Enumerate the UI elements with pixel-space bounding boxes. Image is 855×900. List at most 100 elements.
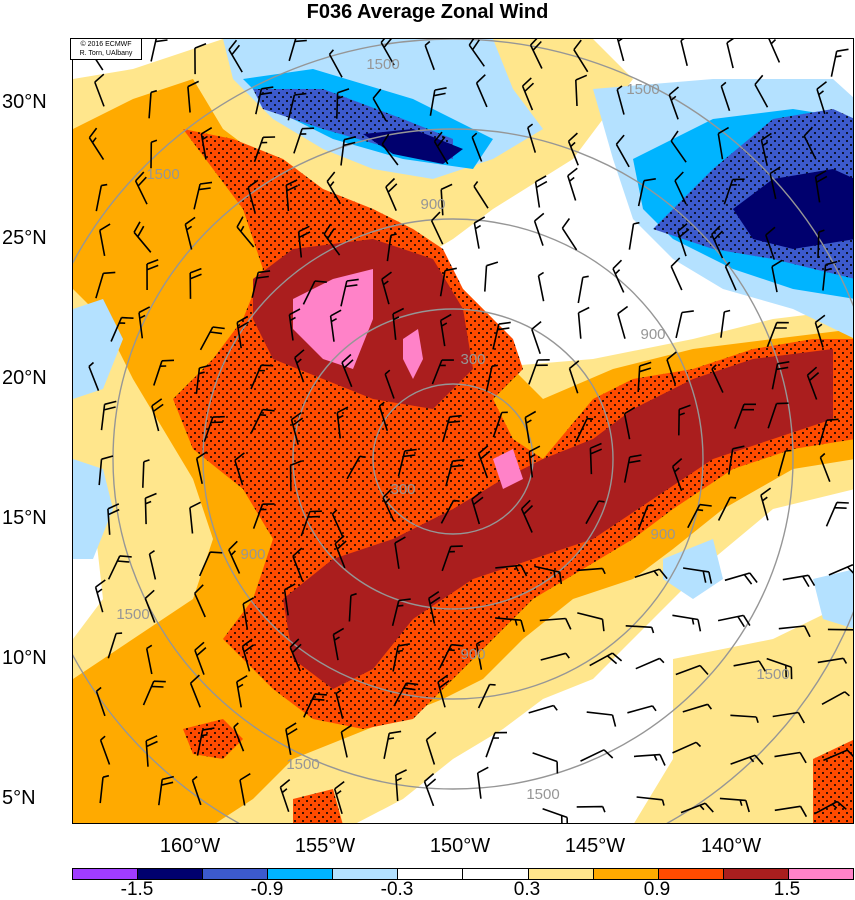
wind-barb (423, 772, 437, 807)
wind-barb (144, 589, 156, 623)
wind-barb (236, 315, 249, 349)
wind-barb (772, 711, 805, 724)
wind-barb (138, 306, 151, 339)
wind-barb (340, 724, 352, 758)
wind-barb (196, 727, 215, 756)
wind-barb (189, 267, 202, 299)
wind-barb (292, 547, 304, 581)
wind-barb (340, 278, 359, 307)
wind-barb (440, 183, 453, 216)
wind-barb (397, 448, 417, 477)
colorbar-label-4: 0.3 (513, 879, 541, 900)
wind-barb (297, 225, 311, 258)
lat-label-15n: 15°N (2, 507, 47, 529)
wind-barb (150, 39, 168, 62)
wind-barb (328, 49, 343, 78)
wind-barb (348, 592, 357, 622)
wind-barb (726, 39, 735, 69)
anomaly-region (73, 459, 113, 559)
wind-barb (528, 704, 558, 714)
wind-barb (728, 445, 745, 475)
wind-barb (567, 167, 578, 201)
wind-barb (372, 88, 387, 122)
wind-barb (95, 183, 108, 212)
wind-barb (576, 567, 606, 575)
wind-barb (821, 691, 850, 706)
wind-barb (825, 501, 849, 527)
colorbar-segment (203, 869, 269, 879)
wind-barb (285, 179, 298, 212)
wind-barb (471, 132, 483, 162)
wind-barb (475, 640, 483, 670)
wind-barb (734, 403, 756, 429)
wind-barb (334, 535, 347, 569)
wind-barb (437, 674, 450, 708)
wind-barb (576, 805, 606, 813)
contour-label: 900 (640, 326, 665, 343)
wind-barb (521, 77, 535, 111)
wind-barb (623, 454, 642, 483)
wind-barb (580, 749, 614, 762)
wind-barb (142, 459, 150, 488)
wind-barb (383, 730, 402, 759)
wind-barb (148, 550, 157, 580)
lon-label-160w: 160°W (159, 835, 221, 857)
wind-barb (380, 39, 395, 66)
wind-barb (585, 500, 605, 525)
credit-box: © 2016 ECMWF R. Torn, UAlbany (70, 38, 142, 60)
geopotential-contours (73, 39, 853, 823)
colorbar-segment (528, 869, 594, 879)
wind-barb (830, 48, 849, 77)
wind-barb (250, 364, 274, 390)
wind-barb (285, 722, 298, 756)
wind-barb (473, 181, 489, 209)
wind-barb (636, 796, 665, 806)
colorbar (72, 868, 854, 880)
wind-barb (200, 127, 213, 160)
wind-barb (95, 686, 106, 717)
wind-barb (283, 583, 296, 616)
wind-barb (670, 130, 687, 163)
anomaly-region (73, 299, 123, 399)
contour-label: 900 (240, 546, 265, 563)
wind-barb (520, 499, 534, 533)
wind-barb (680, 39, 688, 66)
wind-barb (392, 307, 405, 340)
map-panel: 1500 1500 1500 1500 1500 1500 1500 900 900 900 900… (72, 38, 854, 824)
wind-barb (586, 711, 617, 727)
wind-barb (730, 754, 764, 765)
wind-barb (627, 705, 657, 714)
wind-barb (151, 398, 164, 432)
wind-barb (468, 39, 485, 67)
anomaly-region (283, 349, 833, 689)
wind-barb (393, 682, 419, 707)
wind-barb (288, 39, 307, 62)
wind-barb (145, 644, 153, 675)
contour-labels: 1500 1500 1500 1500 1500 1500 1500 900 900 900 900… (116, 56, 789, 803)
wind-barb (346, 455, 366, 480)
lat-label-30n: 30°N (2, 91, 47, 113)
wind-barb (634, 568, 668, 580)
wind-barb (534, 565, 563, 585)
anomaly-region (293, 269, 373, 369)
colorbar-segment (658, 869, 724, 879)
wind-barb (203, 415, 225, 442)
wind-barb (430, 211, 444, 245)
contour-label: 1500 (286, 756, 319, 773)
colorbar-segment (73, 869, 139, 879)
wind-barb (253, 136, 276, 163)
wind-barb (233, 722, 245, 752)
wind-barb (228, 540, 241, 574)
wind-barb (439, 313, 452, 347)
wind-barb (542, 808, 569, 823)
contour-label: 1500 (116, 606, 149, 623)
anomaly-region (493, 449, 523, 489)
wind-barb (612, 259, 625, 293)
wind-barb (682, 567, 713, 584)
wind-barb (633, 753, 666, 766)
wind-barb (477, 683, 496, 709)
chart-title: F036 Average Zonal Wind (306, 1, 549, 23)
wind-barb (680, 802, 714, 814)
wind-barb (668, 86, 680, 120)
lat-label-10n: 10°N (2, 647, 47, 669)
